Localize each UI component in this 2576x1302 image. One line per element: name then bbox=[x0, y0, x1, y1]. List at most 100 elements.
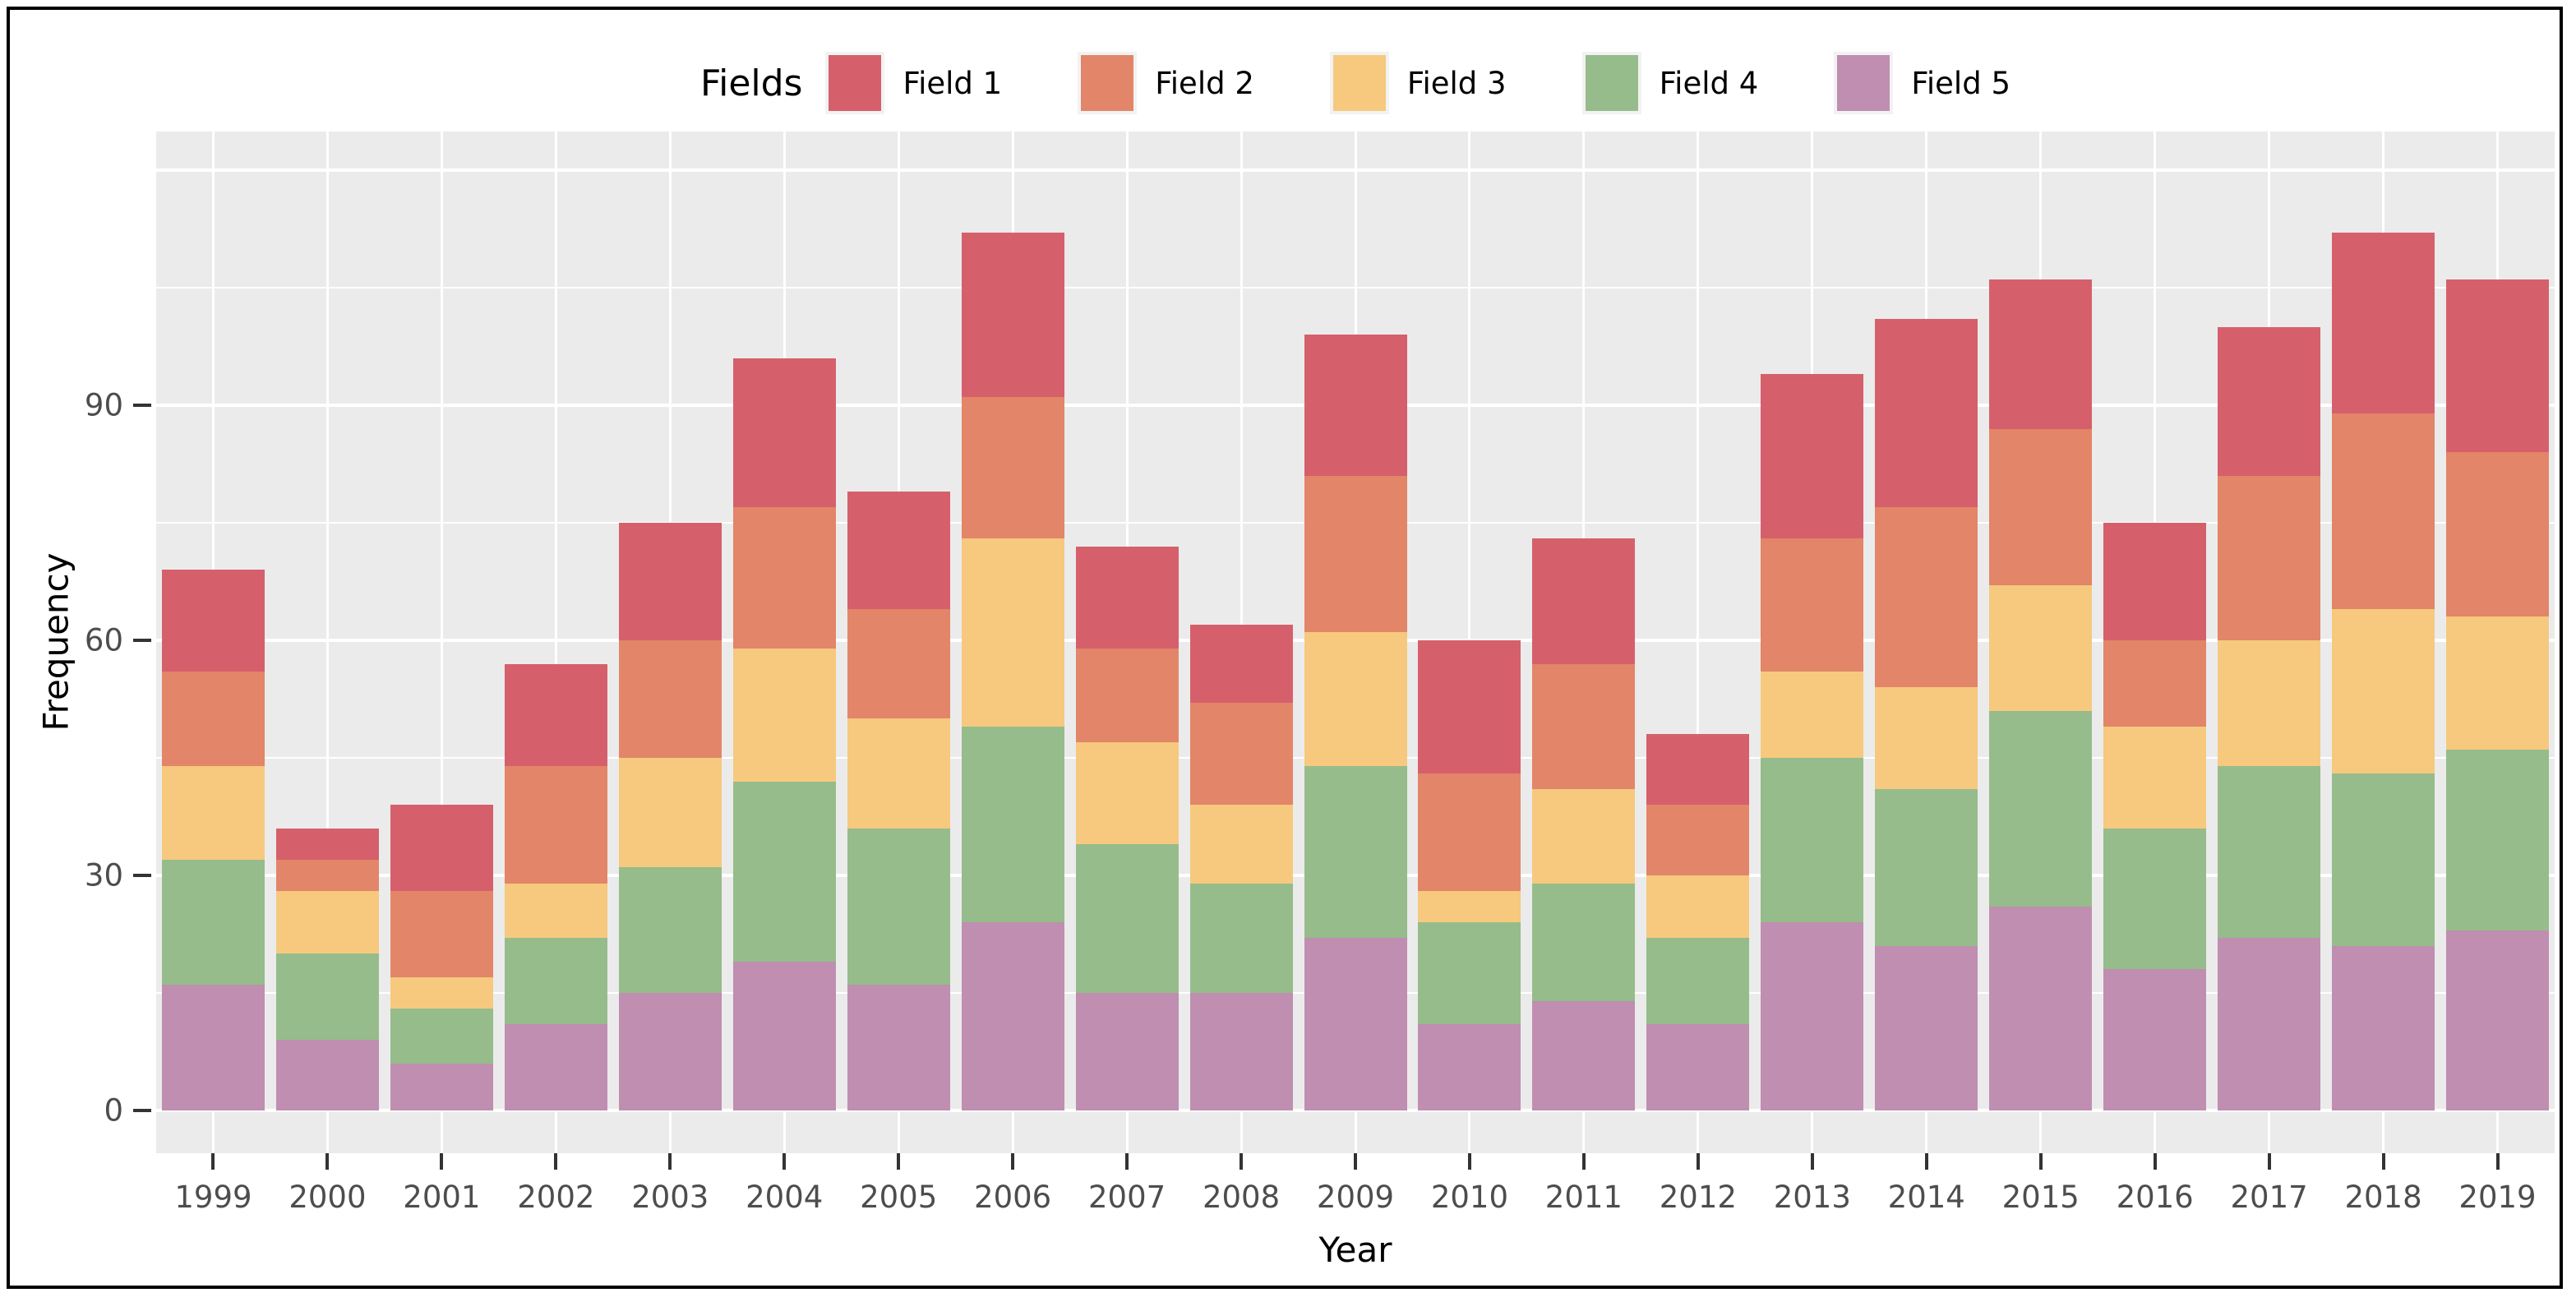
category-gridline-2001 bbox=[440, 132, 443, 1153]
x-axis-tick-2003 bbox=[668, 1153, 672, 1170]
y-axis-tick-60 bbox=[133, 639, 151, 642]
legend-key-swatch-5 bbox=[1834, 52, 1894, 114]
bar-2017-field-2 bbox=[2218, 475, 2321, 640]
bar-2013-field-5 bbox=[1761, 922, 1864, 1110]
bar-2009-field-2 bbox=[1304, 475, 1407, 633]
bar-2014-field-1 bbox=[1875, 319, 1978, 507]
bar-2005-field-1 bbox=[847, 491, 950, 609]
x-axis-tick-2004 bbox=[782, 1153, 787, 1170]
bar-2000-field-3 bbox=[275, 891, 379, 954]
bar-2003-field-3 bbox=[618, 758, 722, 868]
bar-2009-field-4 bbox=[1304, 765, 1407, 939]
bar-2013-field-3 bbox=[1761, 672, 1864, 758]
bar-1999-field-4 bbox=[161, 859, 265, 986]
category-gridline-2002 bbox=[554, 132, 557, 1153]
x-axis-tick-label-2001: 2001 bbox=[403, 1180, 481, 1215]
bar-2007-field-2 bbox=[1075, 648, 1179, 742]
bar-2001-field-5 bbox=[390, 1063, 493, 1110]
bar-2001-field-4 bbox=[390, 1009, 493, 1064]
legend-label-2: Field 2 bbox=[1155, 65, 1254, 101]
y-axis-tick-label-0: 0 bbox=[104, 1092, 123, 1129]
x-axis-tick-label-2010: 2010 bbox=[1430, 1180, 1509, 1215]
bar-2012-field-2 bbox=[1646, 805, 1750, 875]
x-axis-tick-2001 bbox=[440, 1153, 444, 1170]
bar-2008-field-5 bbox=[1189, 993, 1293, 1110]
bar-2003-field-4 bbox=[618, 867, 722, 993]
x-axis-tick-2019 bbox=[2495, 1153, 2500, 1170]
bar-2019-field-3 bbox=[2446, 616, 2550, 750]
bar-2012-field-1 bbox=[1646, 734, 1750, 806]
x-axis-title: Year bbox=[1318, 1230, 1392, 1270]
bar-2005-field-3 bbox=[847, 718, 950, 829]
legend-item-field-1: Field 1 bbox=[825, 52, 1002, 114]
bar-2005-field-4 bbox=[847, 828, 950, 986]
bar-2011-field-3 bbox=[1532, 789, 1636, 884]
bar-2011-field-4 bbox=[1532, 883, 1636, 1001]
bar-2013-field-4 bbox=[1761, 758, 1864, 923]
x-axis-tick-2013 bbox=[1810, 1153, 1814, 1170]
bar-2008-field-1 bbox=[1189, 624, 1293, 704]
bar-2015-field-1 bbox=[1989, 279, 2093, 429]
bar-2004-field-5 bbox=[732, 961, 836, 1110]
x-axis-tick-label-2016: 2016 bbox=[2116, 1180, 2194, 1215]
legend-item-field-4: Field 4 bbox=[1581, 52, 1758, 114]
bar-2019-field-5 bbox=[2446, 930, 2550, 1110]
legend-item-field-3: Field 3 bbox=[1329, 52, 1507, 114]
x-axis-tick-label-2005: 2005 bbox=[860, 1180, 938, 1215]
bar-2015-field-3 bbox=[1989, 585, 2093, 711]
x-axis-tick-label-2002: 2002 bbox=[517, 1180, 595, 1215]
legend-label-5: Field 5 bbox=[1911, 65, 2010, 101]
x-axis-tick-2017 bbox=[2267, 1153, 2271, 1170]
x-axis-tick-2014 bbox=[1924, 1153, 1928, 1170]
x-axis-tick-label-2019: 2019 bbox=[2458, 1180, 2537, 1215]
bar-2011-field-2 bbox=[1532, 663, 1636, 790]
x-axis-tick-label-1999: 1999 bbox=[174, 1180, 252, 1215]
x-axis-tick-2009 bbox=[1354, 1153, 1357, 1170]
legend-key-color-3 bbox=[1332, 55, 1386, 111]
x-axis-tick-label-2014: 2014 bbox=[1887, 1180, 1965, 1215]
category-gridline-2000 bbox=[325, 132, 329, 1153]
bar-2006-field-4 bbox=[961, 726, 1064, 923]
bar-2015-field-5 bbox=[1989, 907, 2093, 1110]
x-axis-tick-label-2013: 2013 bbox=[1773, 1180, 1851, 1215]
legend: Fields Field 1 Field 2 Field 3 Field 4 Field… bbox=[156, 35, 2555, 132]
x-axis-tick-label-2012: 2012 bbox=[1659, 1180, 1737, 1215]
bar-2000-field-4 bbox=[275, 953, 379, 1041]
bar-2016-field-5 bbox=[2103, 969, 2207, 1110]
bar-2007-field-4 bbox=[1075, 843, 1179, 993]
bar-2002-field-5 bbox=[504, 1024, 607, 1110]
bar-2009-field-5 bbox=[1304, 938, 1407, 1110]
plot-panel: 0 30 60 90 1999 2000 2001 2002 2003 2004 2005 2006 2… bbox=[85, 132, 2555, 1215]
legend-key-color-2 bbox=[1081, 55, 1134, 111]
bar-2018-field-2 bbox=[2332, 413, 2435, 609]
bar-2010-field-4 bbox=[1418, 922, 1521, 1025]
legend-key-swatch-4 bbox=[1581, 52, 1641, 114]
x-axis-tick-2000 bbox=[325, 1153, 330, 1170]
bar-2006-field-3 bbox=[961, 538, 1064, 727]
bar-2014-field-3 bbox=[1875, 687, 1978, 790]
x-axis-tick-label-2011: 2011 bbox=[1544, 1180, 1623, 1215]
category-gridline-2012 bbox=[1697, 132, 1700, 1153]
bar-2006-field-1 bbox=[961, 233, 1064, 398]
x-axis-tick-1999 bbox=[211, 1153, 215, 1170]
x-axis-tick-label-2004: 2004 bbox=[746, 1180, 824, 1215]
legend-item-field-2: Field 2 bbox=[1078, 52, 1254, 114]
bar-2003-field-5 bbox=[618, 993, 722, 1110]
bar-2013-field-2 bbox=[1761, 538, 1864, 672]
bar-1999-field-2 bbox=[161, 672, 265, 766]
bar-2002-field-1 bbox=[504, 663, 607, 766]
x-axis-tick-label-2007: 2007 bbox=[1088, 1180, 1166, 1215]
bar-2012-field-5 bbox=[1646, 1024, 1750, 1110]
bar-2008-field-2 bbox=[1189, 703, 1293, 806]
bar-2016-field-3 bbox=[2103, 726, 2207, 829]
legend-item-field-5: Field 5 bbox=[1834, 52, 2010, 114]
bar-2013-field-1 bbox=[1761, 373, 1864, 539]
bar-2005-field-2 bbox=[847, 608, 950, 719]
x-axis-tick-label-2009: 2009 bbox=[1316, 1180, 1395, 1215]
bar-2007-field-5 bbox=[1075, 993, 1179, 1110]
bar-2018-field-3 bbox=[2332, 608, 2435, 774]
bar-2016-field-4 bbox=[2103, 828, 2207, 970]
bar-2003-field-2 bbox=[618, 640, 722, 758]
y-axis-tick-label-30: 30 bbox=[84, 857, 123, 893]
